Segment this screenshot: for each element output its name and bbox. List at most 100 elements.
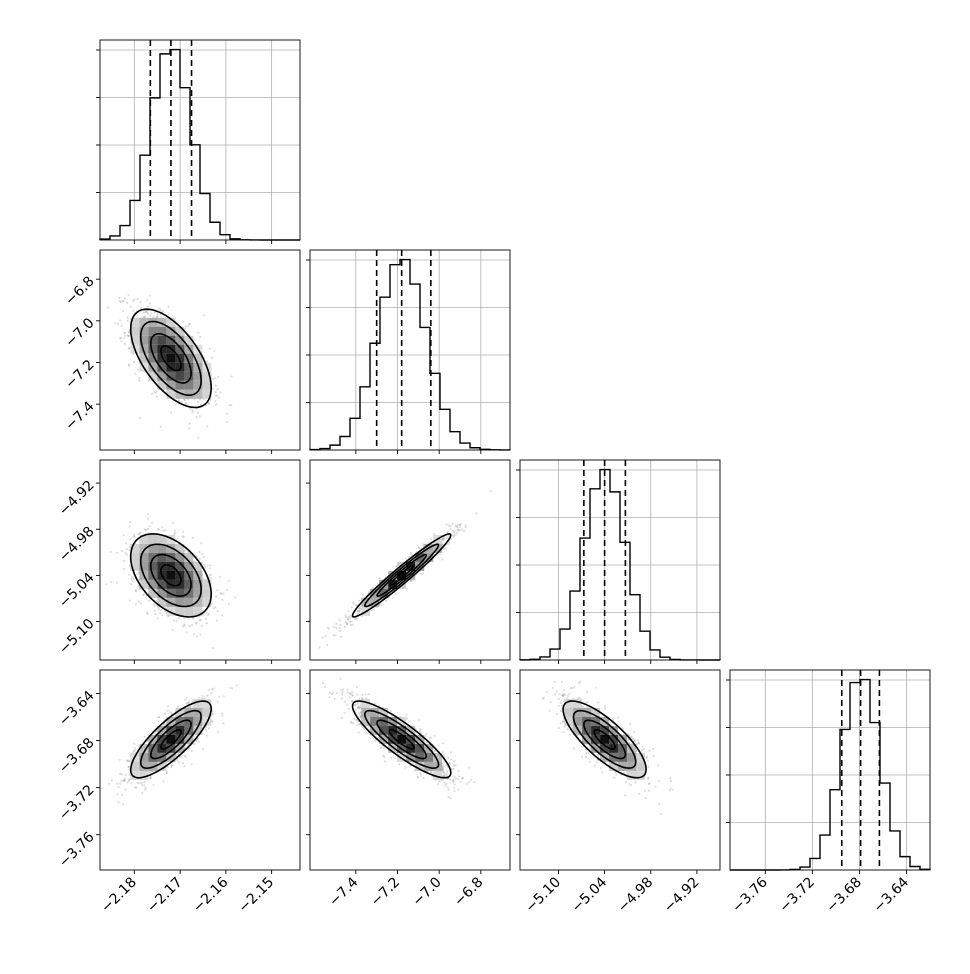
sample-point (127, 334, 129, 336)
sample-point (116, 581, 118, 583)
sample-point (448, 796, 450, 798)
sample-point (461, 529, 463, 531)
sample-point (404, 766, 406, 768)
sample-point (182, 625, 184, 627)
sample-point (209, 348, 211, 350)
sample-point (433, 533, 435, 535)
sample-point (192, 617, 194, 619)
sample-point (144, 528, 146, 530)
sample-point (355, 604, 357, 606)
sample-point (110, 551, 112, 553)
sample-point (217, 376, 219, 378)
sample-point (450, 797, 452, 799)
sample-point (154, 605, 156, 607)
sample-point (351, 606, 353, 608)
panel-0-0 (96, 40, 300, 244)
sample-point (189, 423, 191, 425)
sample-point (200, 542, 202, 544)
sample-point (209, 567, 211, 569)
sample-point (422, 572, 424, 574)
sample-point (221, 713, 223, 715)
sample-point (418, 547, 420, 549)
density-cell (148, 562, 157, 571)
sample-point (110, 581, 112, 583)
sample-point (195, 622, 197, 624)
sample-point (453, 760, 455, 762)
panel-3-1 (306, 670, 510, 874)
sample-point (128, 348, 130, 350)
sample-point (209, 577, 211, 579)
sample-point (140, 602, 142, 604)
sample-point (380, 747, 382, 749)
sample-point (147, 528, 149, 530)
sample-point (452, 523, 454, 525)
sample-point (228, 580, 230, 582)
sample-point (230, 375, 232, 377)
sample-point (475, 512, 477, 514)
sample-point (406, 717, 408, 719)
sample-point (220, 592, 222, 594)
sample-point (201, 553, 203, 555)
sample-point (126, 548, 128, 550)
sample-point (212, 713, 214, 715)
sample-point (119, 300, 121, 302)
sample-point (130, 583, 132, 585)
sample-point (216, 395, 218, 397)
density-cell (184, 580, 193, 589)
sample-point (127, 782, 129, 784)
sample-point (203, 314, 205, 316)
sample-point (163, 780, 165, 782)
sample-point (430, 538, 432, 540)
sample-point (206, 612, 208, 614)
sample-point (117, 793, 119, 795)
sample-point (448, 524, 450, 526)
sample-point (192, 411, 194, 413)
sample-point (218, 396, 220, 398)
sample-point (197, 436, 199, 438)
sample-point (178, 617, 180, 619)
sample-point (128, 574, 130, 576)
sample-point (137, 368, 139, 370)
sample-point (191, 409, 193, 411)
panel-1-0 (96, 250, 300, 454)
sample-point (326, 644, 328, 646)
sample-point (405, 558, 407, 560)
sample-point (136, 782, 138, 784)
sample-point (124, 778, 126, 780)
sample-point (135, 786, 137, 788)
sample-point (216, 589, 218, 591)
sample-point (147, 518, 149, 520)
sample-point (191, 750, 193, 752)
sample-point (460, 523, 462, 525)
sample-point (157, 313, 159, 315)
sample-point (205, 618, 207, 620)
sample-point (130, 306, 132, 308)
sample-point (196, 416, 198, 418)
sample-point (125, 774, 127, 776)
sample-point (339, 630, 341, 632)
sample-point (138, 380, 140, 382)
sample-point (214, 606, 216, 608)
sample-point (164, 712, 166, 714)
sample-point (352, 624, 354, 626)
sample-point (221, 614, 223, 616)
sample-point (188, 427, 190, 429)
sample-point (358, 600, 360, 602)
sample-point (158, 716, 160, 718)
sample-point (216, 388, 218, 390)
sample-point (140, 307, 142, 309)
sample-point (133, 536, 135, 538)
sample-point (202, 748, 204, 750)
sample-point (133, 750, 135, 752)
sample-point (333, 634, 335, 636)
sample-point (158, 608, 160, 610)
sample-point (149, 302, 151, 304)
sample-point (182, 321, 184, 323)
density-cell (175, 372, 184, 381)
sample-point (160, 316, 162, 318)
sample-point (138, 377, 140, 379)
sample-point (197, 332, 199, 334)
sample-point (457, 524, 459, 526)
sample-point (121, 550, 123, 552)
sample-point (356, 618, 358, 620)
